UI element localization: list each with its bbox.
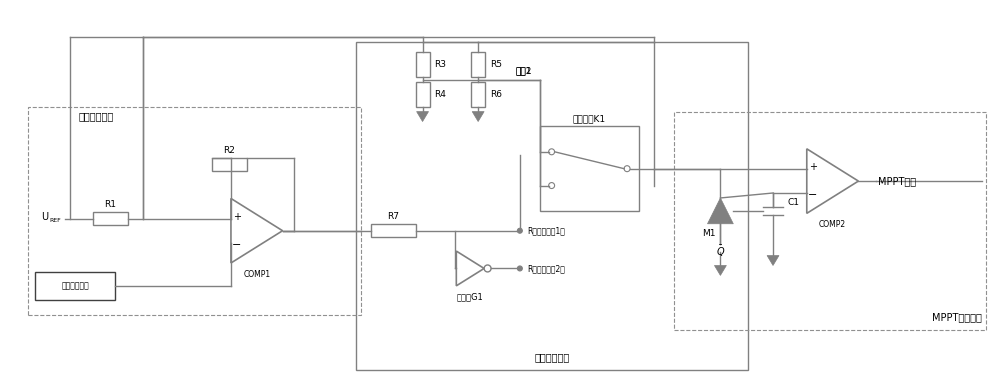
Text: U: U: [41, 212, 48, 222]
Bar: [540, 127, 639, 211]
Text: R3: R3: [434, 60, 446, 69]
Text: 步长1: 步长1: [515, 66, 532, 75]
Text: R（接通步长2）: R（接通步长2）: [527, 264, 565, 273]
Text: R2: R2: [224, 146, 235, 155]
Text: 步长切换电路: 步长切换电路: [534, 352, 570, 362]
Circle shape: [517, 228, 522, 233]
Text: C1: C1: [788, 198, 800, 207]
Text: REF: REF: [49, 218, 61, 223]
Polygon shape: [472, 112, 484, 122]
Bar: [471, 82, 485, 107]
Text: M1: M1: [702, 229, 715, 238]
Text: R6: R6: [490, 90, 502, 99]
Bar: [416, 82, 430, 107]
Text: R5: R5: [490, 60, 502, 69]
Text: −: −: [808, 190, 817, 200]
Polygon shape: [707, 198, 733, 224]
Text: R7: R7: [387, 212, 399, 221]
Text: 反相器G1: 反相器G1: [457, 293, 484, 302]
Bar: [356, 42, 748, 370]
Bar: [416, 52, 430, 77]
Bar: [371, 224, 416, 237]
Polygon shape: [417, 112, 429, 122]
Text: −: −: [232, 240, 242, 250]
Circle shape: [517, 266, 522, 271]
Bar: [212, 158, 247, 171]
Text: R（接通步长1）: R（接通步长1）: [527, 226, 565, 235]
Text: MPPT控制: MPPT控制: [878, 176, 916, 186]
Bar: [674, 112, 986, 330]
Text: 步长2: 步长2: [515, 66, 532, 75]
Text: 滞环比较电路: 滞环比较电路: [78, 112, 113, 122]
Text: +: +: [809, 162, 817, 172]
Text: R4: R4: [434, 90, 446, 99]
Bar: [35, 273, 115, 300]
Polygon shape: [714, 266, 726, 275]
Text: MPPT控制电路: MPPT控制电路: [932, 312, 982, 322]
Bar: [471, 52, 485, 77]
Text: COMP1: COMP1: [243, 270, 270, 279]
Text: $\bar{Q}$: $\bar{Q}$: [716, 244, 725, 259]
Text: 切换开关K1: 切换开关K1: [573, 115, 606, 124]
Bar: [28, 107, 361, 315]
Text: +: +: [233, 212, 241, 222]
Text: COMP2: COMP2: [819, 220, 846, 229]
Polygon shape: [767, 256, 779, 266]
Text: R1: R1: [104, 200, 116, 209]
Text: 电流采样电路: 电流采样电路: [61, 282, 89, 291]
Bar: [93, 212, 128, 225]
